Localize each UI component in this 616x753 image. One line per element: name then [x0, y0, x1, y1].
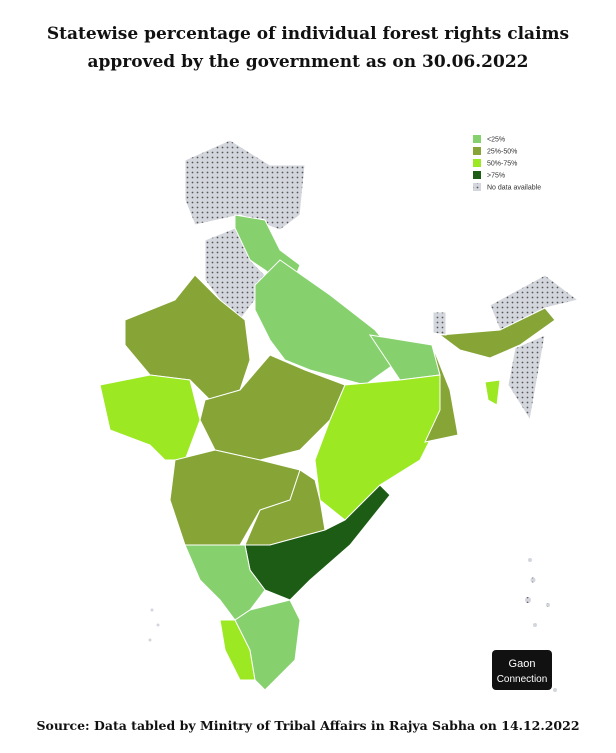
- region: [314, 374, 441, 521]
- logo: Gaon Connection: [492, 650, 552, 690]
- title: Statewise percentage of individual fores…: [46, 24, 570, 72]
- legend-swatch: [473, 147, 481, 155]
- logo-box: [492, 650, 552, 690]
- legend-swatch: [473, 135, 481, 143]
- legend: <25% 25%-50% 50%-75% >75% No data available: [473, 135, 541, 191]
- legend-swatch: [473, 183, 481, 191]
- source: Source: Data tabled by Minitry of Tribal…: [36, 718, 580, 733]
- region: [438, 307, 556, 359]
- region: [99, 374, 201, 461]
- region: [234, 599, 301, 691]
- region: [424, 344, 459, 443]
- legend-swatch: [473, 171, 481, 179]
- region: [124, 274, 251, 401]
- states: [99, 139, 580, 692]
- legend-label: 50%-75%: [487, 160, 517, 167]
- region: [489, 274, 580, 331]
- legend-label: No data available: [487, 184, 541, 191]
- logo-text: Connection: [497, 674, 548, 685]
- region: [484, 379, 501, 406]
- region: [184, 139, 306, 231]
- legend-swatch: [473, 159, 481, 167]
- legend-label: <25%: [487, 136, 505, 143]
- legend-label: >75%: [487, 172, 505, 179]
- logo-text: Gaon: [509, 658, 536, 670]
- region: [507, 334, 546, 422]
- legend-label: 25%-50%: [487, 148, 517, 155]
- region: [432, 311, 447, 336]
- islands: [148, 558, 557, 692]
